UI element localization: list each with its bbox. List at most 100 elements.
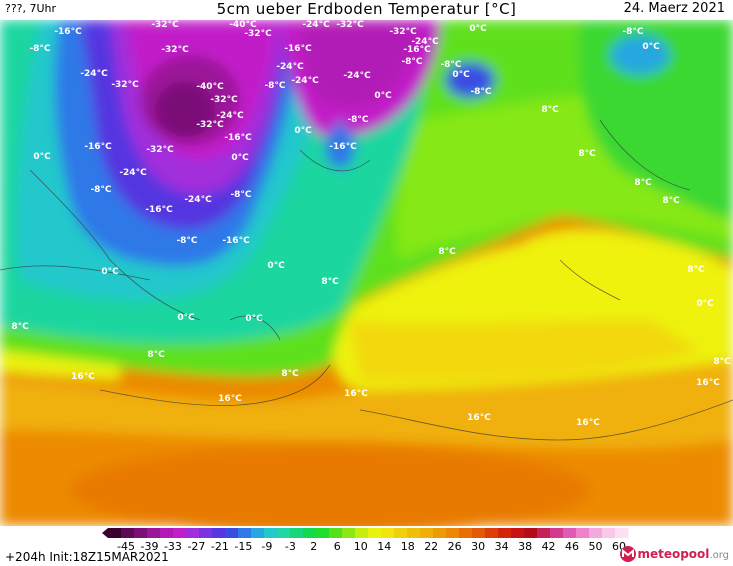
color-scale-swatch	[576, 528, 590, 538]
temperature-label: 0°C	[177, 313, 195, 323]
color-scale-swatch	[498, 528, 512, 538]
map-title: 5cm ueber Erdboden Temperatur [°C]	[216, 0, 517, 18]
temperature-label: 8°C	[578, 149, 596, 159]
color-scale-swatch	[212, 528, 226, 538]
color-scale-swatch	[394, 528, 408, 538]
temperature-label: -16°C	[329, 142, 357, 152]
color-scale-tick-label: -27	[187, 540, 206, 553]
color-scale-swatch	[134, 528, 148, 538]
color-scale-swatch	[277, 528, 291, 538]
color-scale-tick-label: 10	[353, 540, 368, 553]
header-bar: ???, 7Uhr 5cm ueber Erdboden Temperatur …	[0, 0, 733, 20]
temperature-label: 0°C	[452, 70, 470, 80]
temperature-label: -32°C	[244, 29, 272, 39]
temperature-label: -8°C	[230, 190, 251, 200]
temperature-label: -32°C	[196, 120, 224, 130]
temperature-label: -32°C	[146, 145, 174, 155]
color-scale-swatch	[368, 528, 382, 538]
color-scale-tick-label: -39	[140, 540, 159, 553]
temperature-label: -24°C	[291, 76, 319, 86]
temperature-label: 8°C	[634, 178, 652, 188]
color-scale-swatch	[485, 528, 499, 538]
color-scale-swatch	[173, 528, 187, 538]
color-scale-tick-label: -45	[117, 540, 135, 553]
color-scale-swatch	[290, 528, 304, 538]
temperature-map: -16°C-8°C-32°C -40°C-32°C-24°C -32°C-32°C 0…	[0, 20, 733, 526]
temperature-label: 16°C	[467, 413, 491, 423]
color-scale-swatch	[264, 528, 278, 538]
temperature-label: -32°C	[389, 27, 417, 37]
temperature-label: -32°C	[161, 45, 189, 55]
color-scale-swatch	[537, 528, 551, 538]
color-scale-swatch	[472, 528, 486, 538]
color-scale-swatch	[459, 528, 473, 538]
temperature-label: 8°C	[281, 369, 299, 379]
temperature-label: -8°C	[470, 87, 491, 97]
temperature-label: -16°C	[54, 27, 82, 37]
temperature-label: -8°C	[622, 27, 643, 37]
temperature-label: -24°C	[411, 37, 439, 47]
valid-time-label: ???, 7Uhr	[5, 2, 57, 15]
temperature-label: -8°C	[401, 57, 422, 67]
color-scale-tick-label: 42	[541, 540, 556, 553]
logo-icon	[620, 546, 637, 562]
temperature-label: -24°C	[216, 111, 244, 121]
temperature-labels: -16°C-8°C-32°C -40°C-32°C-24°C -32°C-32°C 0…	[11, 20, 731, 428]
temperature-label: -24°C	[80, 69, 108, 79]
color-scale-tick-label: 34	[494, 540, 509, 553]
color-scale-swatch	[524, 528, 538, 538]
temperature-label: 0°C	[696, 299, 714, 309]
legend: -45 -39 -33 -27 -21 -15 -9 -3 2 6 10 14 18 22 26 30 34 38…	[0, 526, 733, 566]
color-scale-tick-label: 26	[447, 540, 462, 553]
color-scale-swatch	[238, 528, 252, 538]
color-scale-tick-label: 38	[518, 540, 533, 553]
meteopool-logo[interactable]: meteopool.org	[619, 545, 729, 563]
temperature-label: -32°C	[210, 95, 238, 105]
temperature-label: 0°C	[245, 314, 263, 324]
color-scale-tick-label: 2	[310, 540, 318, 553]
temperature-label: -24°C	[343, 71, 371, 81]
color-scale-tick-label: -15	[234, 540, 253, 553]
color-scale-tick-label: 18	[400, 540, 415, 553]
color-scale-swatch	[186, 528, 200, 538]
temperature-label: 8°C	[11, 322, 29, 332]
temperature-label: 0°C	[642, 42, 660, 52]
temperature-label: 8°C	[321, 277, 339, 287]
temperature-label: -32°C	[111, 80, 139, 90]
color-scale-swatch	[550, 528, 564, 538]
temperature-label: 0°C	[267, 261, 285, 271]
temperature-label: 8°C	[687, 265, 705, 275]
color-scale	[102, 528, 629, 538]
color-scale-swatch	[420, 528, 434, 538]
color-scale-tick-label: 46	[565, 540, 580, 553]
temperature-label: -24°C	[276, 62, 304, 72]
temperature-label: -8°C	[90, 185, 111, 195]
temperature-label: 16°C	[696, 378, 720, 388]
color-scale-tick-label: 50	[588, 540, 603, 553]
color-scale-swatch	[199, 528, 213, 538]
color-scale-swatch	[563, 528, 577, 538]
color-scale-swatch	[433, 528, 447, 538]
color-scale-swatch	[316, 528, 330, 538]
color-scale-tick-label: 30	[471, 540, 486, 553]
color-scale-swatch	[329, 528, 343, 538]
temperature-label: 16°C	[71, 372, 95, 382]
color-scale-tick-label: -33	[163, 540, 182, 553]
temperature-label: 0°C	[294, 126, 312, 136]
color-scale-swatch	[342, 528, 356, 538]
color-scale-swatch	[108, 528, 122, 538]
temperature-label: 16°C	[344, 389, 368, 399]
temperature-label: 0°C	[374, 91, 392, 101]
color-scale-tick-label: -3	[284, 540, 296, 553]
color-scale-swatch	[589, 528, 603, 538]
temperature-label: 16°C	[218, 394, 242, 404]
temperature-label: 8°C	[438, 247, 456, 257]
temperature-label: -8°C	[29, 44, 50, 54]
temperature-label: -8°C	[440, 60, 461, 70]
color-scale-tip	[102, 528, 108, 538]
color-scale-swatch	[381, 528, 395, 538]
temperature-label: 0°C	[231, 153, 249, 163]
logo-tld: .org	[709, 550, 729, 561]
temperature-label: -32°C	[336, 20, 364, 30]
temperature-label: -24°C	[184, 195, 212, 205]
